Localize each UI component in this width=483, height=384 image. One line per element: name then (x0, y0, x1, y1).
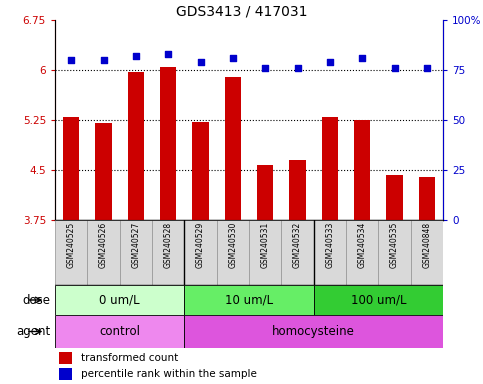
Text: GSM240535: GSM240535 (390, 222, 399, 268)
Bar (225, 77, 241, 220)
Bar (411, 220, 443, 285)
Bar (354, 120, 370, 220)
Point (423, 65, 431, 71)
Point (67, 57, 75, 63)
Text: GSM240525: GSM240525 (67, 222, 76, 268)
Bar (185, 315, 443, 348)
Text: GSM240529: GSM240529 (196, 222, 205, 268)
Bar (59, 352, 72, 364)
Bar (55, 220, 443, 285)
Bar (313, 285, 443, 315)
Bar (59, 368, 72, 381)
Point (358, 55, 366, 61)
Text: transformed count: transformed count (81, 353, 178, 363)
Bar (257, 166, 273, 220)
Bar (96, 123, 112, 220)
Bar (55, 220, 87, 285)
Bar (289, 160, 306, 220)
Text: homocysteine: homocysteine (272, 325, 355, 338)
Point (164, 51, 172, 57)
Bar (185, 285, 313, 315)
Point (294, 65, 301, 71)
Text: GSM240534: GSM240534 (358, 222, 367, 268)
Bar (378, 220, 411, 285)
Point (99, 57, 107, 63)
Bar (313, 220, 346, 285)
Text: GSM240532: GSM240532 (293, 222, 302, 268)
Bar (55, 315, 185, 348)
Text: GSM240526: GSM240526 (99, 222, 108, 268)
Text: GSM240531: GSM240531 (261, 222, 270, 268)
Text: GSM240527: GSM240527 (131, 222, 141, 268)
Bar (419, 177, 435, 220)
Bar (249, 220, 281, 285)
Text: dose: dose (22, 293, 50, 306)
Bar (185, 220, 217, 285)
Bar (192, 122, 209, 220)
Text: GSM240533: GSM240533 (326, 222, 334, 268)
Bar (217, 220, 249, 285)
Point (132, 53, 140, 59)
Text: agent: agent (16, 325, 50, 338)
Bar (160, 67, 176, 220)
Text: GSM240528: GSM240528 (164, 222, 172, 268)
Bar (63, 117, 79, 220)
Point (326, 59, 334, 65)
Text: 100 um/L: 100 um/L (351, 293, 406, 306)
Point (391, 65, 398, 71)
Text: control: control (99, 325, 140, 338)
Point (261, 65, 269, 71)
Bar (152, 220, 185, 285)
Bar (281, 220, 313, 285)
Point (197, 59, 204, 65)
Text: percentile rank within the sample: percentile rank within the sample (81, 369, 256, 379)
Bar (55, 285, 185, 315)
Text: GSM240848: GSM240848 (422, 222, 431, 268)
Bar (120, 220, 152, 285)
Text: GDS3413 / 417031: GDS3413 / 417031 (176, 4, 307, 18)
Point (229, 55, 237, 61)
Bar (346, 220, 378, 285)
Bar (128, 72, 144, 220)
Bar (322, 117, 338, 220)
Bar (386, 175, 403, 220)
Text: GSM240530: GSM240530 (228, 222, 237, 268)
Text: 0 um/L: 0 um/L (99, 293, 140, 306)
Bar (87, 220, 120, 285)
Text: 10 um/L: 10 um/L (225, 293, 273, 306)
